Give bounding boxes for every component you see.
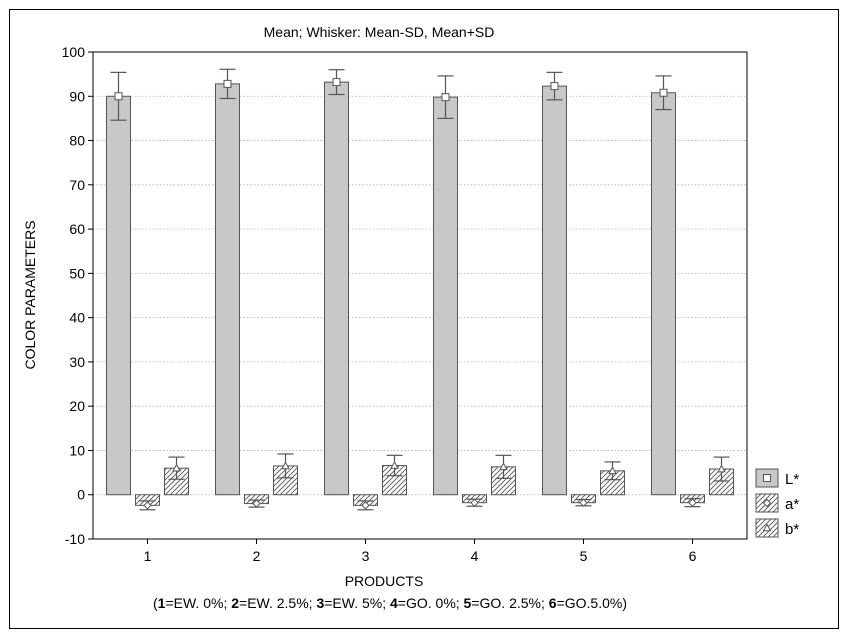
grid-lines [93, 95, 747, 496]
x-tick-label: 3 [362, 548, 370, 564]
marker-square [332, 78, 341, 87]
marker-diamond [688, 498, 697, 507]
bar-L-5 [542, 85, 567, 496]
y-axis-label: COLOR PARAMETERS [22, 220, 38, 369]
marker-diamond [252, 499, 261, 508]
marker-diamond [762, 498, 772, 508]
plot-border [92, 51, 748, 540]
marker-square [550, 82, 559, 91]
marker-diamond [470, 498, 479, 507]
bar-L-2 [215, 83, 240, 496]
x-axis-label: PRODUCTS [345, 573, 424, 589]
legend-label-L: L* [785, 471, 799, 488]
y-tick-label: 90 [69, 88, 85, 104]
bar-b-6 [709, 468, 734, 496]
y-tick-label: 20 [69, 398, 85, 414]
marker-diamond [361, 501, 370, 510]
marker-diamond [579, 498, 588, 507]
x-tick-label: 1 [144, 548, 152, 564]
marker-triangle [608, 466, 617, 475]
bar-L-4 [433, 96, 458, 496]
bar-series [106, 68, 734, 511]
y-tick-label: 10 [69, 442, 85, 458]
marker-triangle [390, 460, 399, 469]
marker-square [763, 474, 771, 482]
marker-triangle [717, 464, 726, 473]
axes: -10 0 10 20 30 40 50 60 70 80 90 100 1 2 3 4 5 6 [62, 44, 748, 564]
bar-L-1 [106, 95, 131, 496]
x-tick-label: 6 [689, 548, 697, 564]
y-tick-label: 40 [69, 310, 85, 326]
y-tick-label: -10 [65, 531, 85, 547]
marker-diamond [143, 501, 152, 510]
marker-triangle [172, 463, 181, 472]
product-legend-note: (1=EW. 0%; 2=EW. 2.5%; 3=EW. 5%; 4=GO. 0… [153, 595, 627, 611]
marker-triangle [281, 461, 290, 470]
marker-square [114, 92, 123, 101]
chart-title: Mean; Whisker: Mean-SD, Mean+SD [264, 24, 495, 40]
legend-label-a: a* [785, 496, 799, 513]
y-tick-label: 100 [62, 44, 86, 60]
y-tick-label: 80 [69, 133, 85, 149]
marker-square [223, 79, 232, 88]
chart-frame: -10 0 10 20 30 40 50 60 70 80 90 100 1 2 3 4 5 6 Mean; Wh… [9, 9, 839, 629]
y-tick-label: 70 [69, 177, 85, 193]
x-tick-label: 4 [471, 548, 479, 564]
legend: L* a* b* [755, 468, 799, 538]
bar-L-3 [324, 81, 349, 496]
y-tick-label: 60 [69, 221, 85, 237]
marker-square [441, 93, 450, 102]
marker-triangle [762, 523, 772, 532]
y-tick-label: 50 [69, 265, 85, 281]
marker-triangle [499, 462, 508, 471]
x-tick-label: 2 [253, 548, 261, 564]
bar-L-6 [651, 92, 676, 496]
y-tick-label: 30 [69, 354, 85, 370]
marker-square [659, 88, 668, 97]
legend-label-b: b* [785, 521, 799, 538]
x-tick-label: 5 [580, 548, 588, 564]
y-tick-label: 0 [77, 487, 85, 503]
chart-canvas: -10 0 10 20 30 40 50 60 70 80 90 100 1 2 3 4 5 6 Mean; Wh… [22, 24, 799, 611]
